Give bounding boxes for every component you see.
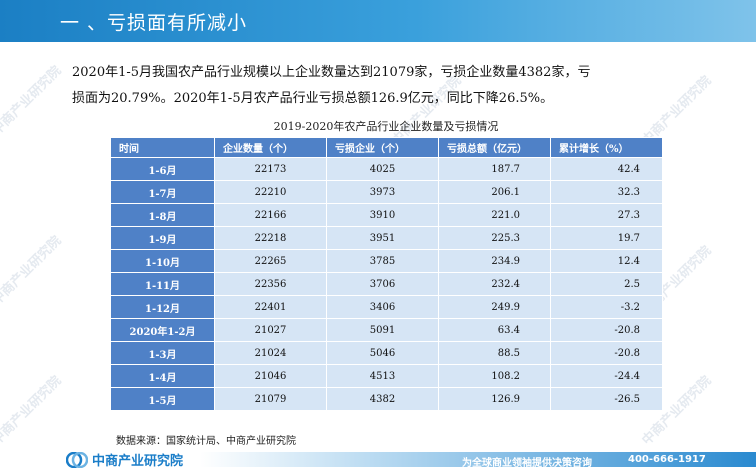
intro-paragraph: 2020年1-5月我国农产品行业规模以上企业数量达到21079家，亏损企业数量4…	[72, 60, 712, 112]
enterprise-count-cell: 21024	[214, 341, 327, 365]
enterprise-count-cell: 21027	[214, 318, 327, 342]
enterprise-count-cell: 22173	[214, 157, 327, 181]
growth-cell: 2.5	[550, 272, 663, 296]
period-cell: 2020年1-2月	[110, 318, 215, 342]
watermark: 中商产业研究院	[0, 373, 65, 449]
footer-logo: 中商产业研究院	[65, 450, 184, 469]
footer-stripe	[200, 452, 756, 467]
loss-enterprise-cell: 3951	[326, 226, 439, 250]
period-cell: 1-11月	[110, 272, 215, 296]
table-row: 1-9月 22218 3951 225.3 19.7	[110, 226, 663, 250]
period-cell: 1-8月	[110, 203, 215, 227]
column-header: 企业数量（个）	[214, 137, 327, 158]
table-row: 1-5月 21079 4382 126.9 -26.5	[110, 387, 663, 411]
table-row: 1-10月 22265 3785 234.9 12.4	[110, 249, 663, 273]
loss-enterprise-cell: 4025	[326, 157, 439, 181]
loss-enterprise-cell: 4382	[326, 387, 439, 411]
loss-enterprise-cell: 3406	[326, 295, 439, 319]
table-header-row: 时间 企业数量（个） 亏损企业（个） 亏损总额（亿元） 累计增长（%）	[110, 137, 663, 158]
column-header: 亏损总额（亿元）	[438, 137, 551, 158]
enterprise-count-cell: 22210	[214, 180, 327, 204]
period-cell: 1-4月	[110, 364, 215, 388]
loss-total-cell: 234.9	[438, 249, 551, 273]
data-table: 时间 企业数量（个） 亏损企业（个） 亏损总额（亿元） 累计增长（%） 1-6月…	[110, 137, 663, 411]
growth-cell: -24.4	[550, 364, 663, 388]
enterprise-count-cell: 22218	[214, 226, 327, 250]
table-row: 1-7月 22210 3973 206.1 32.3	[110, 180, 663, 204]
period-cell: 1-5月	[110, 387, 215, 411]
period-cell: 1-3月	[110, 341, 215, 365]
table-row: 2020年1-2月 21027 5091 63.4 -20.8	[110, 318, 663, 342]
growth-cell: 19.7	[550, 226, 663, 250]
loss-total-cell: 249.9	[438, 295, 551, 319]
enterprise-count-cell: 22401	[214, 295, 327, 319]
enterprise-count-cell: 21079	[214, 387, 327, 411]
intro-line-1: 2020年1-5月我国农产品行业规模以上企业数量达到21079家，亏损企业数量4…	[72, 65, 591, 80]
data-source-note: 数据来源：国家统计局、中商产业研究院	[116, 436, 296, 447]
period-cell: 1-7月	[110, 180, 215, 204]
growth-cell: -20.8	[550, 341, 663, 365]
company-logo-text: 中商产业研究院	[92, 454, 184, 469]
enterprise-count-cell: 22356	[214, 272, 327, 296]
header-bar: 一 、亏损面有所减小	[0, 0, 756, 42]
growth-cell: 12.4	[550, 249, 663, 273]
loss-total-cell: 232.4	[438, 272, 551, 296]
column-header: 累计增长（%）	[550, 137, 663, 158]
loss-total-cell: 63.4	[438, 318, 551, 342]
growth-cell: 32.3	[550, 180, 663, 204]
loss-enterprise-cell: 3973	[326, 180, 439, 204]
growth-cell: 27.3	[550, 203, 663, 227]
loss-enterprise-cell: 4513	[326, 364, 439, 388]
loss-enterprise-cell: 3910	[326, 203, 439, 227]
period-cell: 1-10月	[110, 249, 215, 273]
loss-total-cell: 187.7	[438, 157, 551, 181]
table-row: 1-11月 22356 3706 232.4 2.5	[110, 272, 663, 296]
company-logo-icon	[65, 451, 89, 468]
period-cell: 1-12月	[110, 295, 215, 319]
footer-slogan: 为全球商业领袖提供决策咨询	[462, 458, 592, 469]
loss-enterprise-cell: 5091	[326, 318, 439, 342]
loss-enterprise-cell: 3706	[326, 272, 439, 296]
intro-line-2: 损面为20.79%。2020年1-5月农产品行业亏损总额126.9亿元，同比下降…	[72, 91, 554, 106]
loss-total-cell: 225.3	[438, 226, 551, 250]
column-header: 亏损企业（个）	[326, 137, 439, 158]
enterprise-count-cell: 22166	[214, 203, 327, 227]
page-title: 一 、亏损面有所减小	[60, 12, 248, 34]
loss-total-cell: 206.1	[438, 180, 551, 204]
table-row: 1-12月 22401 3406 249.9 -3.2	[110, 295, 663, 319]
enterprise-count-cell: 22265	[214, 249, 327, 273]
loss-total-cell: 88.5	[438, 341, 551, 365]
table-row: 1-3月 21024 5046 88.5 -20.8	[110, 341, 663, 365]
footer-phone: 400-666-1917	[628, 454, 706, 465]
loss-enterprise-cell: 3785	[326, 249, 439, 273]
watermark: 中商产业研究院	[0, 233, 65, 309]
table-row: 1-8月 22166 3910 221.0 27.3	[110, 203, 663, 227]
growth-cell: 42.4	[550, 157, 663, 181]
table-caption: 2019-2020年农产品行业企业数量及亏损情况	[273, 120, 499, 133]
loss-total-cell: 221.0	[438, 203, 551, 227]
period-cell: 1-9月	[110, 226, 215, 250]
table-row: 1-4月 21046 4513 108.2 -24.4	[110, 364, 663, 388]
loss-total-cell: 126.9	[438, 387, 551, 411]
table-row: 1-6月 22173 4025 187.7 42.4	[110, 157, 663, 181]
column-header: 时间	[110, 137, 215, 158]
loss-total-cell: 108.2	[438, 364, 551, 388]
period-cell: 1-6月	[110, 157, 215, 181]
loss-enterprise-cell: 5046	[326, 341, 439, 365]
growth-cell: -3.2	[550, 295, 663, 319]
watermark: 中商产业研究院	[0, 63, 65, 139]
growth-cell: -26.5	[550, 387, 663, 411]
growth-cell: -20.8	[550, 318, 663, 342]
enterprise-count-cell: 21046	[214, 364, 327, 388]
